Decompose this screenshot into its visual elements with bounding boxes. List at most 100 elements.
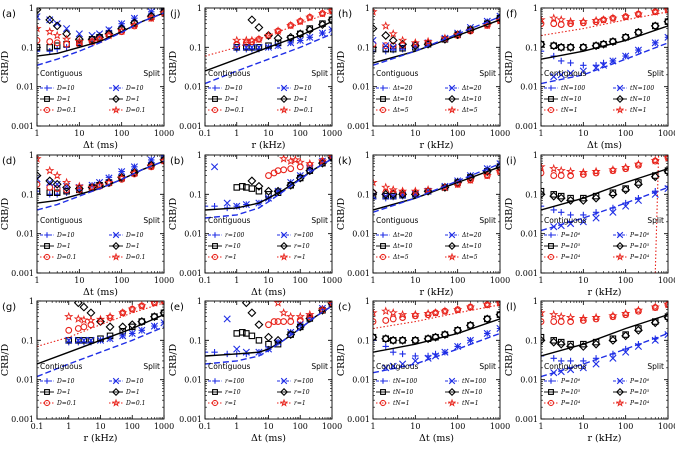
- data-point: [159, 155, 164, 165]
- minor-ticks: [205, 301, 332, 419]
- data-point: [87, 182, 97, 192]
- x-tick-label: 1: [538, 422, 543, 431]
- data-point: [633, 159, 644, 169]
- data-point: [37, 13, 41, 21]
- minor-ticks: [205, 155, 332, 273]
- legend-label: D=1: [125, 96, 140, 103]
- data-point: [317, 304, 328, 314]
- data-point: [592, 360, 600, 368]
- data-point: [86, 308, 96, 318]
- legend-marker: [279, 105, 289, 114]
- data-point: [46, 38, 54, 46]
- legend-label: D=10: [125, 85, 144, 92]
- legend-marker: [280, 84, 288, 92]
- data-point: [496, 325, 500, 332]
- data-point: [399, 337, 406, 344]
- data-point: [149, 301, 160, 307]
- data-point: [286, 32, 296, 42]
- series-line: [373, 318, 500, 353]
- x-tick-label: 1000: [154, 422, 174, 431]
- legend: Contiguous Split D=10 D=10 D=1 D=1 D=0.1 D=0.1: [208, 69, 328, 114]
- data-point: [622, 199, 629, 207]
- panel-e: 0.1 1 10 100 1000 0.001 0.01 0.1 1 Contiguous Spli…: [168, 297, 342, 444]
- data-point: [273, 301, 283, 307]
- data-point: [150, 322, 159, 330]
- panel-i: 1 10 100 1000 0.001 0.01 0.1 1 Contiguous Split P=…: [504, 151, 675, 298]
- data-point: [382, 343, 389, 350]
- y-tick-label: 0.001: [11, 269, 34, 278]
- data-point: [663, 17, 668, 27]
- legend-label: P=10⁵: [629, 389, 650, 396]
- data-point: [410, 186, 420, 196]
- legend-marker: [447, 252, 457, 261]
- data-point: [541, 318, 545, 325]
- y-tick-label: 0.01: [184, 230, 202, 239]
- axes-frame: [372, 154, 501, 274]
- legend-marker: [112, 95, 120, 103]
- x-tick-label: 1: [370, 129, 375, 138]
- data-point: [541, 39, 546, 49]
- y-tick-label: 0.01: [16, 230, 34, 239]
- legend-title-split: Split: [479, 69, 496, 78]
- data-point: [305, 309, 315, 319]
- data-point: [248, 332, 256, 340]
- legend-marker: [380, 243, 386, 249]
- y-tick-label: 1: [533, 297, 538, 306]
- data-point: [382, 192, 390, 200]
- data-point: [317, 158, 327, 168]
- data-point: [556, 339, 566, 349]
- legend-label: P=10⁵: [560, 243, 581, 250]
- x-axis-label: r (kHz): [587, 433, 621, 444]
- data-point: [373, 188, 378, 198]
- data-point: [550, 337, 558, 344]
- data-point: [592, 209, 600, 216]
- legend-label: Δt=5: [392, 254, 409, 261]
- data-point: [549, 163, 559, 173]
- data-point: [592, 315, 600, 323]
- legend-label: r=10: [294, 389, 310, 396]
- data-point: [75, 30, 83, 38]
- data-point: [233, 44, 241, 51]
- data-point: [557, 209, 565, 216]
- data-point: [591, 312, 601, 322]
- data-point: [388, 184, 398, 194]
- data-point: [592, 214, 600, 222]
- y-axis-label: CRB/D: [168, 51, 179, 84]
- data-point: [138, 326, 146, 334]
- data-point: [63, 24, 71, 33]
- data-point: [466, 336, 474, 344]
- y-tick-label: 0.001: [347, 122, 370, 131]
- data-point: [621, 331, 631, 341]
- data-point: [233, 330, 241, 337]
- legend-title-split: Split: [311, 69, 328, 78]
- legend-marker: [379, 253, 387, 261]
- data-point: [495, 166, 500, 176]
- x-axis-label: r (kHz): [419, 140, 453, 151]
- legend-marker: [548, 96, 554, 102]
- x-axis-label: r (kHz): [419, 287, 453, 298]
- data-point: [74, 325, 82, 332]
- data-point: [248, 185, 256, 192]
- data-point: [80, 336, 88, 344]
- data-point: [664, 18, 668, 25]
- y-tick-label: 1: [365, 297, 370, 306]
- data-point: [423, 334, 433, 344]
- panel-label: (j): [170, 9, 181, 20]
- data-point: [397, 186, 408, 196]
- legend-marker: [112, 242, 120, 250]
- data-point: [541, 307, 546, 317]
- x-tick-label: 10: [263, 422, 273, 431]
- data-point: [232, 35, 242, 45]
- y-tick-label: 0.1: [21, 190, 34, 199]
- data-point: [556, 165, 566, 175]
- data-point: [398, 189, 408, 199]
- data-point: [373, 177, 378, 187]
- x-tick-label: 10: [410, 276, 420, 285]
- x-axis-label: Δt (ms): [251, 433, 286, 444]
- data-point: [52, 170, 62, 180]
- panel-label: (h): [338, 9, 352, 20]
- data-point: [130, 14, 138, 22]
- series-line: [373, 166, 500, 211]
- legend-label: D=1: [56, 243, 71, 250]
- legend-label: D=0.1: [56, 107, 76, 114]
